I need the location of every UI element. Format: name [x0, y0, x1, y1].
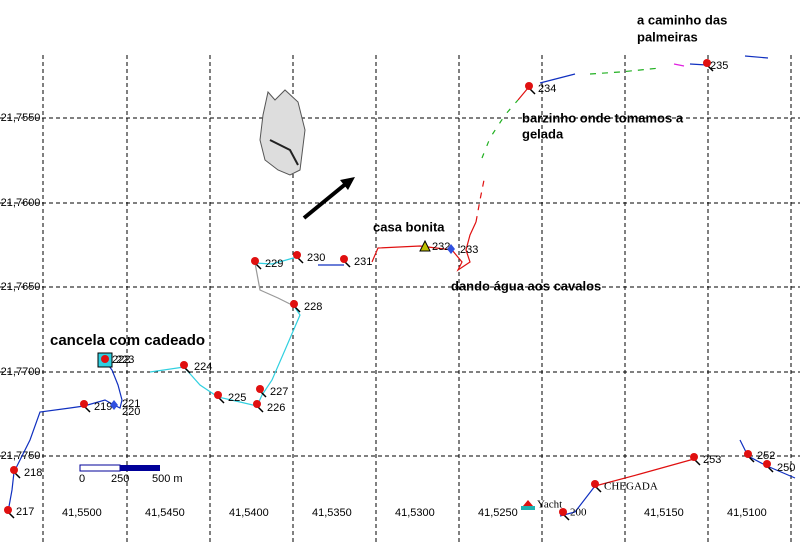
x-label: 41,5150 [644, 507, 684, 519]
annotation: gelada [522, 126, 564, 141]
annotation: dando água aos cavalos [451, 278, 601, 293]
arrow [302, 177, 355, 220]
waypoint-label: 225 [228, 392, 246, 404]
x-label: 41,5400 [229, 507, 269, 519]
waypoint-marker [419, 239, 431, 252]
x-label: 41,5300 [395, 507, 435, 519]
scale-label: 0 [79, 473, 85, 485]
waypoint-label: 234 [538, 83, 556, 95]
waypoint-label: 231 [354, 256, 372, 268]
annotation: barzinho onde tomamos a [522, 110, 684, 125]
y-label: -21,7700 [0, 366, 40, 378]
grid [0, 55, 800, 544]
waypoint-marker [340, 255, 348, 263]
waypoint-label: 220 [122, 406, 140, 418]
waypoint-label: CHEGADA [604, 481, 658, 493]
waypoint-label: 222 [112, 354, 130, 366]
y-label: -21,7750 [0, 450, 40, 462]
waypoint-label: 229 [265, 258, 283, 270]
annotation: palmeiras [637, 29, 698, 44]
y-label: -21,7600 [0, 197, 40, 209]
waypoint-marker [591, 480, 599, 488]
waypoint-label: 227 [270, 386, 288, 398]
scale-label: 500 m [152, 473, 183, 485]
annotation: cancela com cadeado [50, 332, 205, 349]
x-label: 41,5450 [145, 507, 185, 519]
waypoint-marker [251, 257, 259, 265]
y-label: -21,7550 [0, 112, 40, 124]
waypoint-marker [763, 460, 771, 468]
waypoint-marker [80, 400, 88, 408]
waypoint-label: 224 [194, 361, 212, 373]
x-label: 41,5100 [727, 507, 767, 519]
waypoint-label: 218 [24, 467, 42, 479]
annotation: casa bonita [373, 219, 445, 234]
annotation: a caminho das [637, 12, 727, 27]
waypoint-label: 217 [16, 506, 34, 518]
y-label: -21,7650 [0, 281, 40, 293]
waypoint-marker [525, 82, 533, 90]
waypoint-label: 230 [307, 252, 325, 264]
waypoint-label: 226 [267, 402, 285, 414]
waypoint-label: 252 [757, 450, 775, 462]
waypoint-marker [690, 453, 698, 461]
waypoint-marker [703, 59, 711, 67]
scale-label: 250 [111, 473, 129, 485]
waypoint-marker [559, 508, 567, 516]
waypoint-label: 223 [116, 354, 134, 366]
waypoint-label: 200 [570, 507, 587, 519]
waypoint-marker [521, 506, 535, 510]
waypoint-label: 233 [460, 244, 478, 256]
x-label: 41,5350 [312, 507, 352, 519]
waypoint-label: 219 [94, 401, 112, 413]
waypoint-marker [523, 500, 533, 506]
waypoint-marker [110, 400, 118, 410]
x-labels: 41,5500 41,5450 41,5400 41,5350 41,5300 … [62, 507, 767, 519]
waypoint-marker [253, 400, 261, 408]
waypoint-marker [180, 361, 188, 369]
x-label: 41,5250 [478, 507, 518, 519]
waypoint-marker [101, 355, 109, 363]
waypoint-marker [293, 251, 301, 259]
x-label: 41,5500 [62, 507, 102, 519]
waypoint-label: 250 [777, 462, 795, 474]
waypoint-marker [256, 385, 264, 393]
waypoint-marker [290, 300, 298, 308]
waypoint-marker [10, 466, 18, 474]
scale-bar: 0 250 500 m [79, 464, 183, 485]
waypoint-label: 235 [710, 60, 728, 72]
waypoint-marker [447, 244, 455, 254]
waypoint-label: Yacht [537, 499, 562, 511]
horse-image [259, 89, 306, 176]
waypoint-marker [4, 506, 12, 514]
waypoint-marker [214, 391, 222, 399]
y-labels: -21,7550 -21,7600 -21,7650 -21,7700 -21,… [0, 112, 40, 462]
tracks [7, 55, 796, 517]
waypoint-label: 228 [304, 301, 322, 313]
waypoint-label: 253 [703, 454, 721, 466]
waypoint-label: 221 [122, 398, 140, 410]
waypoint-marker [744, 450, 752, 458]
waypoint-label: 232 [432, 241, 450, 253]
